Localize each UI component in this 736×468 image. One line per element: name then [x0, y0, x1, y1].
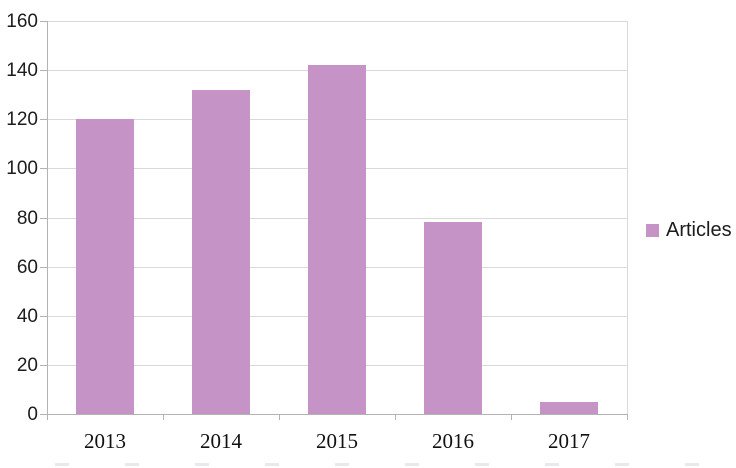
y-axis-label-120: 120 [6, 109, 38, 131]
x-tick-last [627, 414, 628, 420]
y-axis-line [47, 21, 48, 414]
y-axis-label-20: 20 [16, 354, 38, 376]
y-tick-160 [40, 21, 47, 22]
y-axis-label-140: 140 [6, 60, 38, 82]
y-axis-label-80: 80 [16, 207, 38, 229]
x-tick-1 [163, 414, 164, 420]
y-tick-100 [40, 168, 47, 170]
x-axis-label-2016: 2016 [432, 429, 474, 453]
y-tick-0 [40, 414, 47, 415]
x-tick-2 [279, 414, 280, 420]
y-tick-80 [40, 217, 47, 219]
legend: Articles [646, 220, 732, 240]
bar-2013 [76, 119, 134, 414]
x-tick-4 [511, 414, 512, 420]
y-axis-label-100: 100 [6, 158, 38, 180]
x-axis-label-2013: 2013 [84, 429, 126, 453]
x-axis-label-2014: 2014 [200, 429, 242, 453]
x-axis-label-2017: 2017 [548, 429, 590, 453]
y-tick-140 [40, 70, 47, 72]
gridline-160 [47, 21, 627, 22]
y-tick-60 [40, 266, 47, 268]
bar-2016 [424, 222, 482, 414]
bar-2014 [192, 89, 250, 414]
y-tick-20 [40, 364, 47, 366]
y-tick-120 [40, 119, 47, 121]
x-axis-label-2015: 2015 [316, 429, 358, 453]
y-axis-label-60: 60 [16, 256, 38, 278]
legend-swatch-articles [646, 223, 659, 237]
bar-2015 [308, 65, 366, 414]
y-axis-label-160: 160 [6, 11, 38, 32]
y-axis-label-40: 40 [16, 305, 38, 327]
y-tick-40 [40, 315, 47, 317]
legend-label: Articles [666, 219, 732, 241]
x-tick-0 [47, 414, 48, 420]
x-tick-3 [395, 414, 396, 420]
x-axis-line [40, 414, 627, 415]
cropped-caption-remnant [55, 463, 710, 466]
plot-right-border [627, 21, 628, 414]
bar-2017 [540, 401, 598, 414]
y-axis-label-0: 0 [27, 404, 38, 425]
